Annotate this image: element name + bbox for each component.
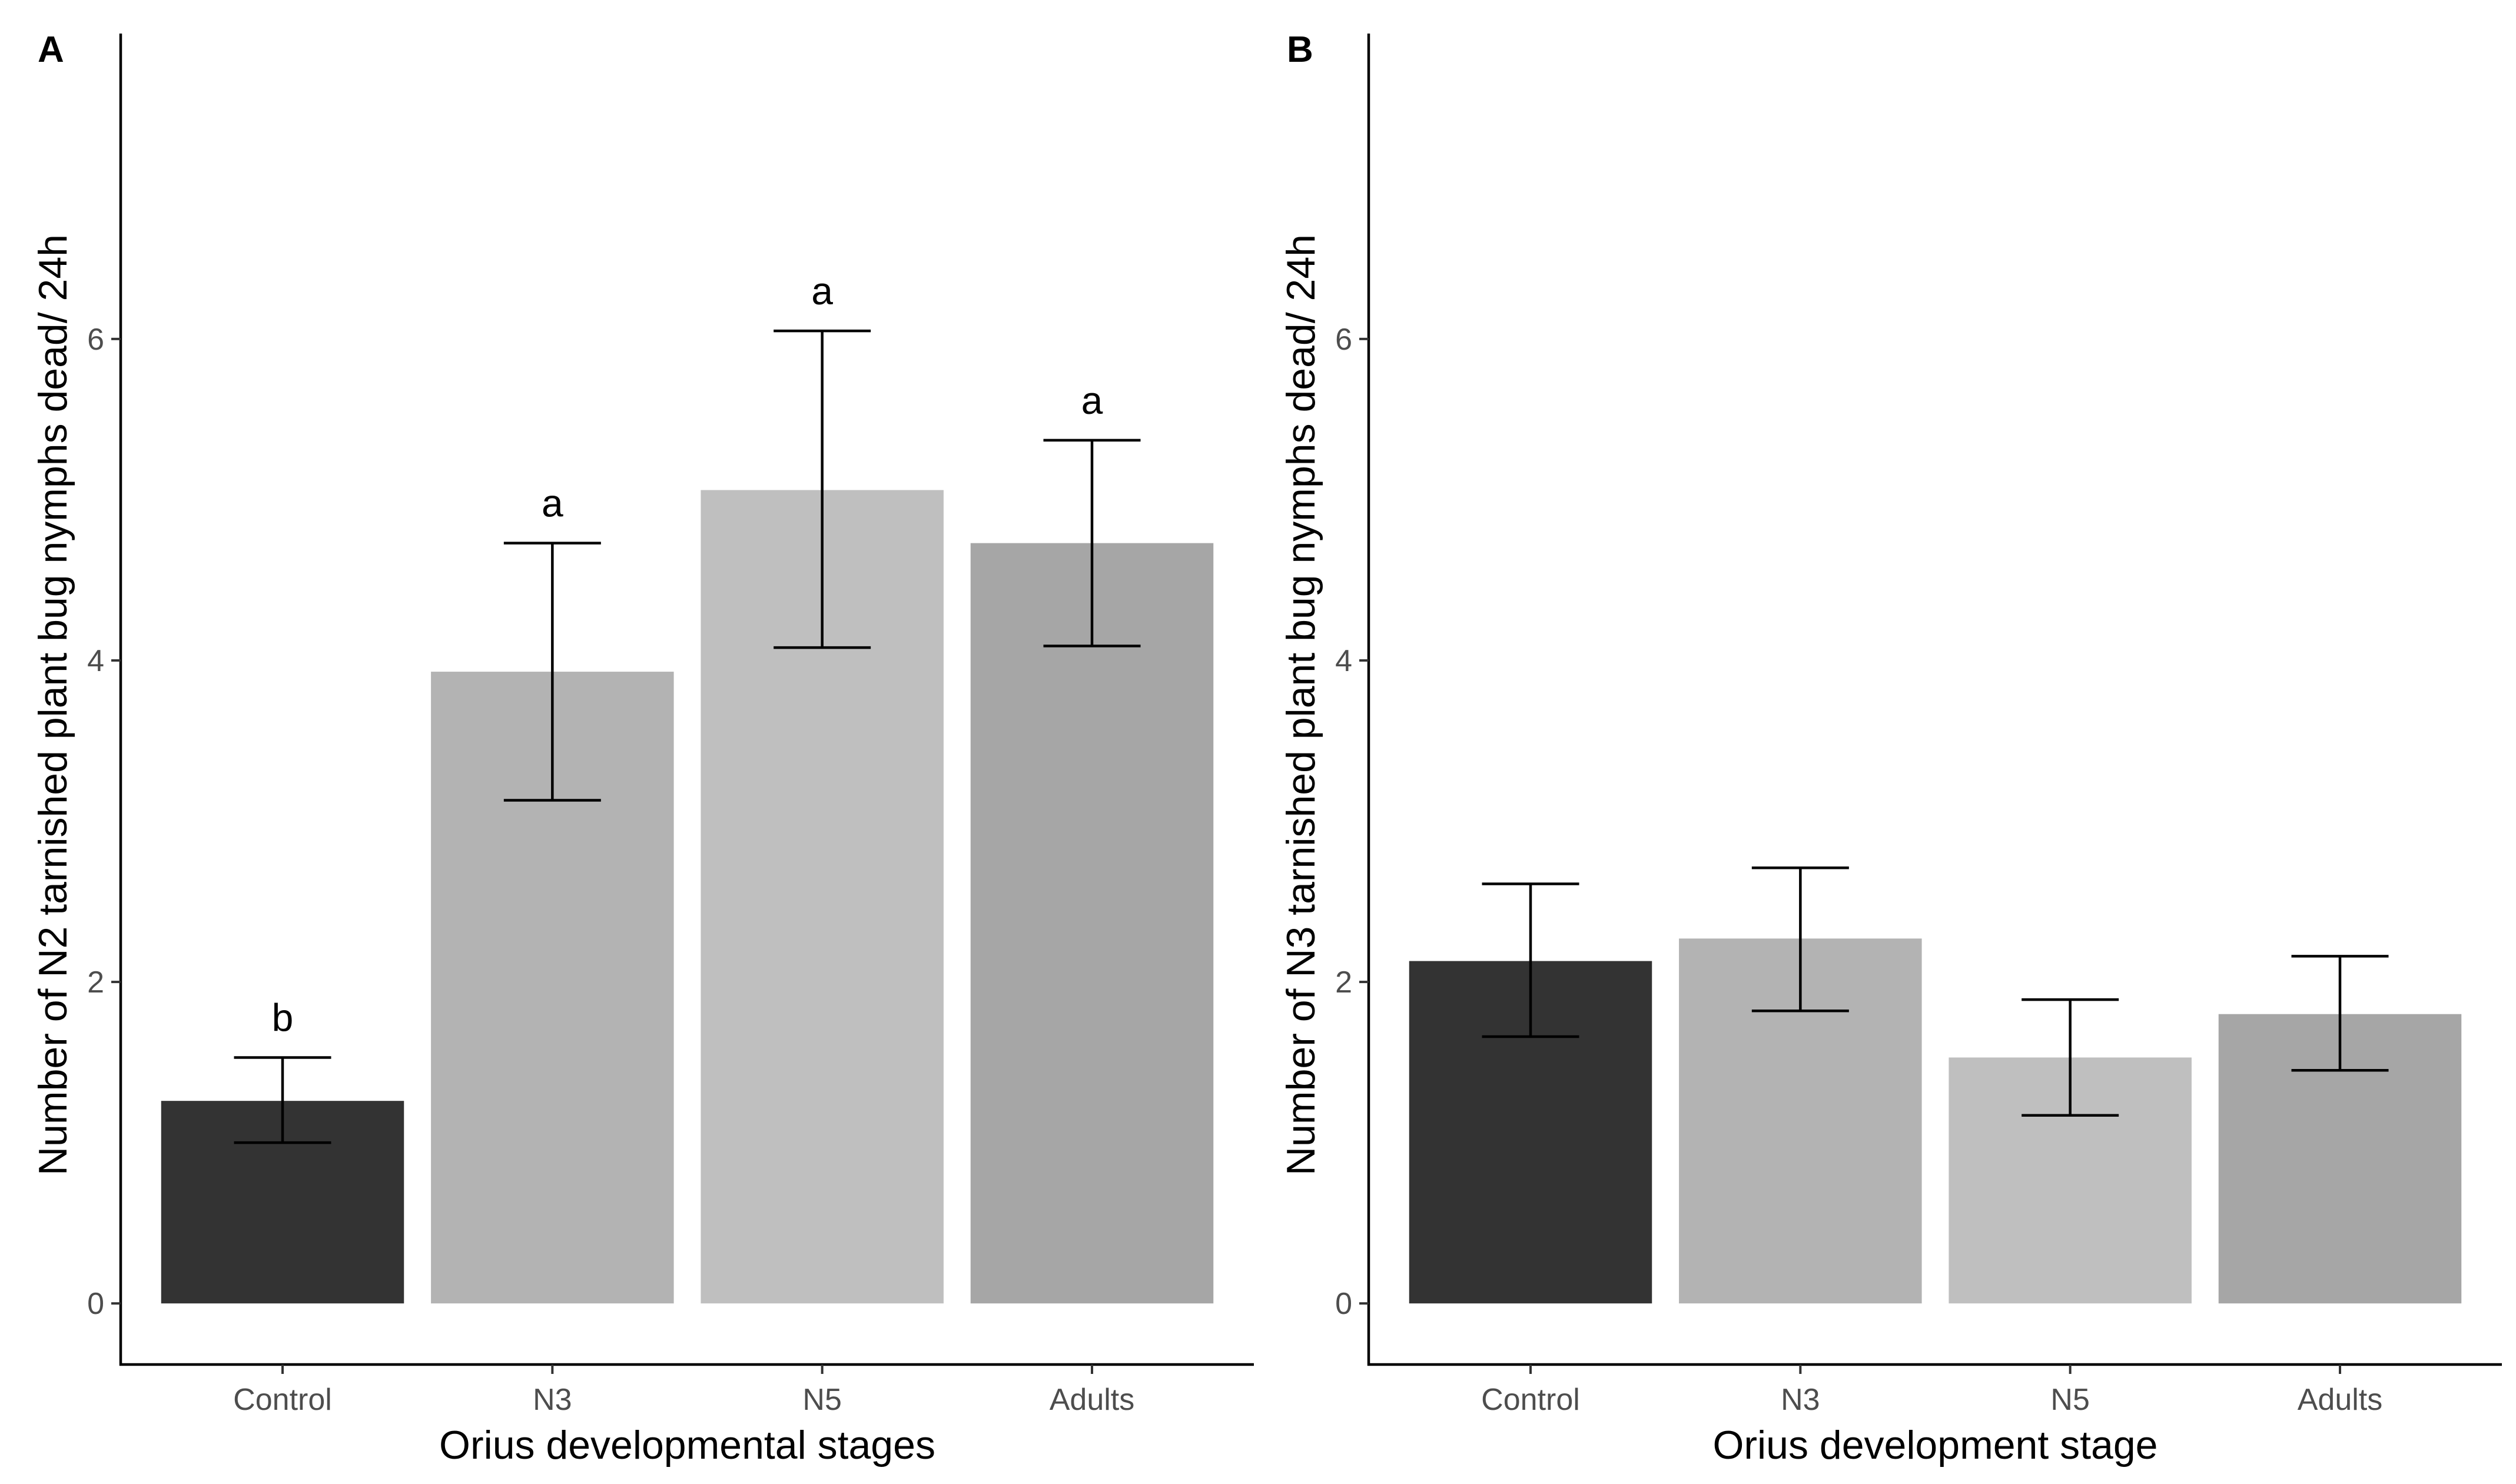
panel-a-error-bar-adults xyxy=(1043,439,1141,648)
panel-a-y-tick-label-2: 2 xyxy=(87,965,104,1000)
panel-b-y-ticks: 0 2 4 6 xyxy=(1335,323,1369,1321)
panel-a-y-ticks: 0 2 4 6 xyxy=(87,323,121,1321)
panel-b-x-tick-label-n3: N3 xyxy=(1781,1383,1820,1417)
panel-a: A b a a a 0 2 4 6 Control N3 N5 Adults Orius deve… xyxy=(31,29,1254,1468)
panel-b-x-tick-label-control: Control xyxy=(1481,1383,1580,1417)
panel-b-error-bar-n3 xyxy=(1751,866,1849,1012)
panel-a-letter: A xyxy=(38,29,64,70)
panel-a-error-bars xyxy=(234,329,1141,1144)
panel-a-y-axis-title: Number of N2 tarnished plant bug nymphs … xyxy=(31,234,75,1176)
panel-a-y-tick-label-4: 4 xyxy=(87,644,104,678)
panel-a-significance-n3: a xyxy=(542,482,563,525)
panel-a-significance-adults: a xyxy=(1081,379,1103,422)
panel-b-error-bar-adults xyxy=(2291,955,2389,1072)
panel-a-significance-n5: a xyxy=(811,269,833,313)
panel-a-significance-control: b xyxy=(272,995,294,1039)
panel-a-x-tick-label-n3: N3 xyxy=(533,1383,572,1417)
panel-b: B 0 2 4 6 Control N3 N5 Adults Orius developme… xyxy=(1279,29,2502,1468)
panel-b-y-tick-label-0: 0 xyxy=(1335,1287,1352,1321)
panel-a-x-tick-label-adults: Adults xyxy=(1050,1383,1135,1417)
panel-b-x-tick-label-n5: N5 xyxy=(2050,1383,2089,1417)
panel-b-error-bar-control xyxy=(1482,882,1579,1038)
panel-a-y-tick-label-6: 6 xyxy=(87,323,104,357)
panel-a-x-ticks: Control N3 N5 Adults xyxy=(233,1365,1134,1417)
panel-b-y-axis-title: Number of N3 tarnished plant bug nymphs … xyxy=(1279,234,1323,1176)
panel-b-bars xyxy=(1409,938,2462,1304)
panel-b-letter: B xyxy=(1287,29,1313,70)
panel-b-x-ticks: Control N3 N5 Adults xyxy=(1481,1365,2382,1417)
panel-b-error-bar-n5 xyxy=(2022,998,2119,1117)
panel-b-x-axis-title: Orius development stage xyxy=(1713,1423,2158,1468)
panel-b-x-tick-label-adults: Adults xyxy=(2298,1383,2383,1417)
panel-a-error-bar-control xyxy=(234,1056,331,1144)
panel-a-bar-adults xyxy=(970,543,1214,1304)
panel-a-y-tick-label-0: 0 xyxy=(87,1287,104,1321)
panel-a-significance-letters: b a a a xyxy=(272,269,1103,1039)
panel-b-y-tick-label-6: 6 xyxy=(1335,323,1352,357)
panel-a-error-bar-n5 xyxy=(774,329,871,649)
panel-a-x-tick-label-n5: N5 xyxy=(802,1383,841,1417)
panel-b-y-tick-label-4: 4 xyxy=(1335,644,1352,678)
panel-b-error-bars xyxy=(1482,866,2389,1117)
panel-b-y-tick-label-2: 2 xyxy=(1335,965,1352,1000)
panel-a-x-tick-label-control: Control xyxy=(233,1383,332,1417)
panel-a-error-bar-n3 xyxy=(503,542,601,802)
panel-a-x-axis-title: Orius developmental stages xyxy=(439,1423,935,1468)
